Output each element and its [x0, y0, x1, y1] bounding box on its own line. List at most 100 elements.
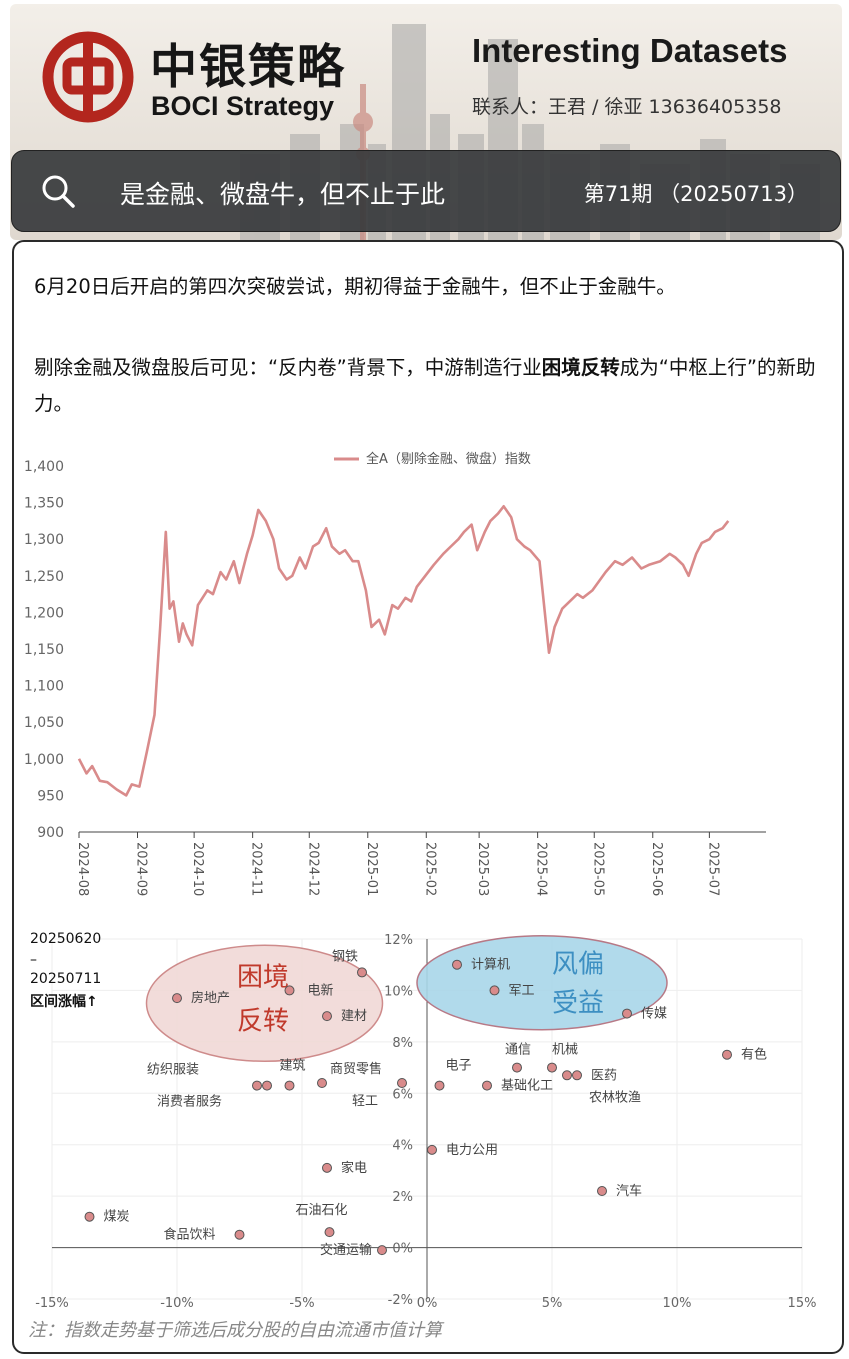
intro-line-2-post: 成为“中枢上行”的新助力。	[34, 356, 816, 415]
x-tick-label: 2025-07	[705, 842, 720, 896]
search-icon	[42, 175, 75, 208]
scatter-point-label: 有色	[741, 1047, 767, 1063]
x-tick-label: 2024-11	[249, 842, 264, 896]
scatter-point	[452, 959, 462, 970]
x-tick-label: 2025-03	[475, 842, 490, 896]
y-tick-label: 1,300	[24, 532, 64, 548]
x-tick-label: 2024-12	[305, 842, 320, 896]
scatter-point-label: 消费者服务	[157, 1094, 222, 1110]
brand-name-cn: 中银策略	[150, 40, 346, 95]
y-axis-label: 区间涨幅↑	[30, 993, 98, 1010]
scatter-point	[397, 1078, 407, 1088]
y-tick-label: 1,250	[24, 569, 64, 585]
x-tick-label: 2025-04	[534, 842, 549, 896]
y-tick-label: 1,200	[24, 605, 64, 621]
scatter-point	[252, 1080, 262, 1091]
y-tick-label: 2%	[392, 1190, 413, 1205]
x-tick-label: -10%	[160, 1296, 194, 1311]
y-axis-label: –	[30, 952, 37, 968]
scatter-point-label: 传媒	[641, 1007, 667, 1022]
y-tick-label: -2%	[388, 1293, 413, 1308]
y-tick-label: 12%	[384, 933, 413, 948]
intro-line-2-bold: 困境反转	[541, 356, 620, 379]
x-tick-label: 10%	[663, 1296, 692, 1311]
search-bar[interactable]: 是金融、微盘牛，但不止于此 第71期 （20250713）	[11, 150, 841, 232]
scatter-point	[84, 1211, 95, 1222]
x-tick-label: 2025-01	[364, 842, 379, 896]
scatter-point-label: 军工	[509, 983, 535, 998]
brand-name-en: BOCI Strategy	[151, 91, 335, 121]
x-tick-label: 2024-08	[75, 842, 90, 896]
scatter-point	[482, 1080, 492, 1091]
x-tick-label: 2025-05	[590, 842, 605, 896]
legend-label: 全A（剔除金融、微盘）指数	[366, 451, 531, 467]
scatter-point	[324, 1227, 335, 1238]
scatter-point	[284, 1080, 295, 1091]
y-axis-label: 20250620	[30, 931, 101, 947]
y-tick-label: 1,100	[24, 679, 64, 695]
boc-logo	[42, 31, 134, 123]
scatter-point-label: 食品饮料	[164, 1227, 216, 1243]
y-tick-label: 900	[37, 825, 64, 841]
scatter-point-label: 交通运输	[320, 1242, 372, 1258]
y-tick-label: 4%	[392, 1139, 413, 1154]
scatter-point	[722, 1049, 732, 1060]
scatter-point-label: 纺织服装	[147, 1063, 199, 1078]
x-tick-label: 2024-10	[190, 842, 205, 896]
y-tick-label: 1,050	[24, 715, 64, 731]
y-tick-label: 8%	[392, 1036, 413, 1051]
x-tick-label: 0%	[417, 1296, 438, 1311]
annotation-ellipse-blue	[416, 934, 668, 1031]
scatter-point-label: 电新	[308, 982, 334, 998]
x-tick-label: 15%	[788, 1296, 817, 1311]
scatter-point-label: 机械	[552, 1043, 578, 1058]
scatter-point	[322, 1011, 332, 1022]
intro-line-2-pre: 剔除金融及微盘股后可见：“反内卷”背景下，中游制造行业	[34, 356, 542, 379]
scatter-point-label: 医药	[591, 1068, 617, 1083]
scatter-point	[622, 1008, 632, 1019]
scatter-point-label: 钢铁	[332, 949, 358, 964]
intro-line-1: 6月20日后开启的第四次突破尝试，期初得益于金融牛，但不止于金融牛。	[34, 275, 676, 298]
scatter-point	[284, 985, 295, 996]
scatter-point	[489, 985, 500, 996]
scatter-point-label: 房地产	[191, 990, 230, 1006]
annotation-ellipse-red	[145, 944, 384, 1063]
scatter-point-label: 电子	[446, 1059, 472, 1074]
scatter-point	[317, 1078, 327, 1088]
y-tick-label: 950	[37, 788, 64, 804]
scatter-point-label: 建筑	[280, 1058, 306, 1074]
scatter-point	[434, 1080, 445, 1091]
scatter-point	[322, 1162, 332, 1173]
scatter-point-label: 石油石化	[296, 1203, 348, 1218]
scatter-point-label: 计算机	[471, 958, 510, 973]
x-tick-label: -15%	[35, 1296, 69, 1311]
intro-line-2: 剔除金融及微盘股后可见：“反内卷”背景下，中游制造行业困境反转成为“中枢上行”的…	[34, 350, 834, 422]
y-tick-label: 1,350	[24, 496, 64, 512]
scatter-point	[427, 1144, 437, 1155]
scatter-point	[512, 1062, 522, 1073]
y-tick-label: 10%	[384, 984, 413, 999]
scatter-point	[597, 1186, 607, 1196]
y-tick-label: 0%	[392, 1242, 413, 1257]
scatter-point-label: 煤炭	[104, 1210, 130, 1225]
x-tick-label: 2025-06	[649, 842, 664, 896]
scatter-point	[572, 1070, 582, 1081]
x-tick-label: 2025-02	[422, 842, 437, 896]
scatter-point-label: 家电	[341, 1160, 367, 1176]
y-tick-label: 1,150	[24, 642, 64, 658]
y-tick-label: 1,000	[24, 752, 64, 768]
x-tick-label: -5%	[289, 1296, 314, 1311]
footnote: 注：指数走势基于筛选后成分股的自由流通市值计算	[28, 1320, 442, 1341]
scatter-point	[562, 1070, 572, 1081]
scatter-point	[172, 993, 182, 1004]
search-text: 是金融、微盘牛，但不止于此	[120, 180, 446, 209]
scatter-point-label: 建材	[341, 1009, 367, 1024]
index-series-line	[77, 505, 730, 797]
annotation-text-red: 困境	[237, 963, 289, 993]
scatter-point	[262, 1080, 272, 1091]
scatter-point-label: 轻工	[352, 1094, 378, 1109]
x-tick-label: 5%	[542, 1296, 563, 1311]
x-tick-label: 2024-09	[134, 842, 149, 896]
